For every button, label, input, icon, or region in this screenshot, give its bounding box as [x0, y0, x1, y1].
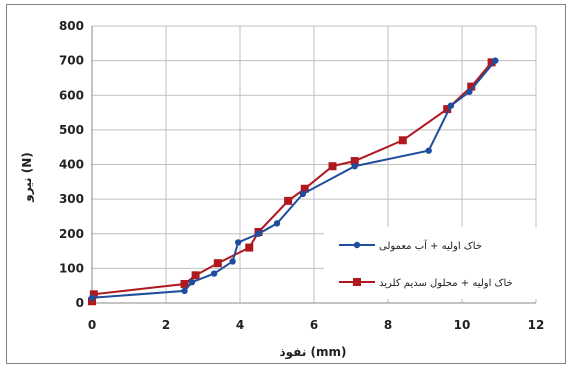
- series-1: [88, 57, 499, 302]
- series-1-point: [425, 147, 432, 154]
- series-2-point: [89, 290, 98, 299]
- y-tick-label: 500: [59, 123, 84, 137]
- line-chart: 0 100 200 300 400 500 600 700 800 0 2 4 6 8 10 12 خاک ا…: [20, 19, 544, 360]
- series-2: [88, 58, 496, 306]
- series-1-point: [210, 270, 218, 277]
- x-axis-title: نفوذ (mm): [280, 345, 347, 360]
- series-2-point: [350, 157, 359, 166]
- series-2-point: [300, 184, 309, 193]
- axis-layer: 0 100 200 300 400 500 600 700 800 0 2 4 6 8 10 12: [59, 19, 544, 332]
- y-tick-label: 400: [59, 158, 84, 172]
- series-1-point: [466, 88, 473, 95]
- y-tick-label: 0: [76, 296, 84, 310]
- series-1-point: [447, 102, 455, 109]
- series-2-point: [180, 279, 189, 288]
- legend-label: خاک اولیه + آب معمولی: [379, 239, 482, 252]
- x-tick-label: 10: [454, 318, 471, 332]
- y-tick-label: 600: [59, 88, 84, 102]
- y-tick-label: 800: [59, 19, 84, 33]
- series-1-point: [299, 190, 307, 198]
- series-1-point: [492, 57, 499, 64]
- series-2-point: [191, 271, 200, 280]
- series-1-point: [88, 294, 96, 302]
- series-1-point: [234, 239, 242, 246]
- series-2-point: [328, 162, 337, 171]
- legend-swatch-marker: [353, 241, 361, 249]
- legend-box: [324, 227, 539, 299]
- legend: خاک اولیه + آب معمولی خاک اولیه + محلول س…: [324, 227, 539, 299]
- x-tick-label: 2: [162, 318, 170, 332]
- y-tick-label: 300: [59, 192, 84, 206]
- series-1-point: [273, 220, 281, 227]
- series-2-point: [443, 105, 452, 114]
- series-2-point: [398, 136, 407, 145]
- series-2-point: [245, 243, 254, 252]
- series-2-point: [467, 82, 476, 91]
- y-tick-label: 200: [59, 227, 84, 241]
- series-2-point: [284, 196, 293, 205]
- x-tick-label: 6: [310, 318, 318, 332]
- legend-swatch-marker: [353, 278, 361, 286]
- series-1-point: [255, 230, 262, 237]
- series-1-line: [91, 59, 497, 299]
- series-2-point: [487, 58, 496, 67]
- series-1-point: [351, 163, 358, 170]
- series-2-point: [88, 297, 96, 306]
- x-tick-label: 12: [528, 318, 545, 332]
- series-1-point: [229, 258, 236, 265]
- series-1-point: [181, 287, 188, 295]
- legend-label: خاک اولیه + محلول سدیم کلرید: [379, 278, 513, 289]
- x-tick-label: 0: [88, 318, 96, 332]
- y-axis-title: نیرو (N): [20, 152, 35, 203]
- y-tick-label: 700: [59, 54, 84, 68]
- chart-frame: 0 100 200 300 400 500 600 700 800 0 2 4 6 8 10 12 خاک ا…: [6, 4, 566, 364]
- series-2-point: [213, 259, 222, 268]
- y-tick-label: 100: [59, 261, 84, 275]
- x-tick-label: 8: [384, 318, 392, 332]
- series-layer: [88, 57, 499, 306]
- series-1-point: [188, 279, 196, 286]
- x-tick-label: 4: [236, 318, 244, 332]
